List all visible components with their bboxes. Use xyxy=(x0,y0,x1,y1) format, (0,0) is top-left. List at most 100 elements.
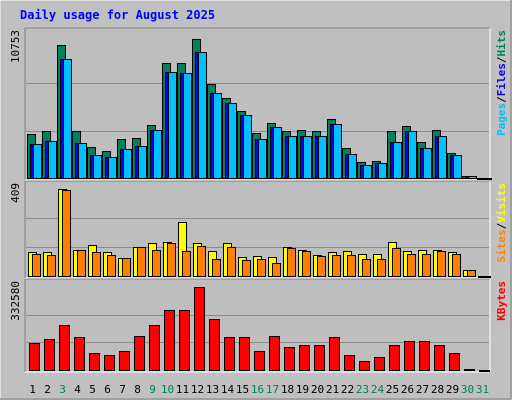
bar-kbytes-day-14 xyxy=(224,337,235,371)
panel-legend: Sites/Visits xyxy=(495,183,508,263)
bar-pages-day-11 xyxy=(183,73,192,179)
series-kbytes xyxy=(29,287,490,372)
bar-kbytes-day-10 xyxy=(164,310,175,371)
bar-pages-day-6 xyxy=(108,157,117,179)
x-tick-label: 1 xyxy=(29,383,36,396)
x-tick-label: 10 xyxy=(161,383,174,396)
bar-pages-day-24 xyxy=(378,163,387,179)
bar-pages-day-30 xyxy=(468,176,477,179)
x-tick-label: 25 xyxy=(386,383,399,396)
bar-kbytes-day-24 xyxy=(374,357,385,371)
legend-entry: Pages xyxy=(495,103,508,136)
x-tick-label: 14 xyxy=(221,383,235,396)
panel-kbytes: 332580 KBytes xyxy=(9,278,508,373)
bar-sites-day-25 xyxy=(392,248,401,277)
chart-title: Daily usage for August 2025 xyxy=(20,8,215,22)
bar-sites-day-20 xyxy=(317,256,326,277)
x-tick-label: 21 xyxy=(326,383,339,396)
series-pages xyxy=(33,52,492,180)
bar-pages-day-8 xyxy=(138,146,147,179)
bar-sites-day-29 xyxy=(452,254,461,277)
bar-sites-day-21 xyxy=(332,255,341,277)
x-tick-label: 18 xyxy=(281,383,294,396)
x-axis-labels: 1 2 3 4 5 6 7 8 9 10 11 12 13 14 15 16 17 18 19 20 21 22 23 24 2… xyxy=(29,383,489,396)
bar-sites-day-18 xyxy=(287,248,296,277)
bar-kbytes-day-22 xyxy=(344,355,355,371)
legend-separator: / xyxy=(495,222,508,229)
bar-pages-day-9 xyxy=(153,130,162,179)
bar-pages-day-16 xyxy=(258,139,267,179)
bar-kbytes-day-30 xyxy=(464,369,475,371)
bar-sites-day-5 xyxy=(92,252,101,277)
bar-kbytes-day-9 xyxy=(149,325,160,371)
bar-sites-day-23 xyxy=(362,259,371,277)
bar-pages-day-20 xyxy=(318,136,327,179)
bar-pages-day-31 xyxy=(483,178,492,180)
bar-sites-day-28 xyxy=(437,251,446,277)
bar-sites-day-24 xyxy=(377,259,386,277)
panel-max-label: 10753 xyxy=(9,30,22,63)
bar-kbytes-day-21 xyxy=(329,337,340,371)
bar-kbytes-day-16 xyxy=(254,351,265,371)
bar-pages-day-19 xyxy=(303,136,312,179)
x-tick-label: 4 xyxy=(74,383,81,396)
x-tick-label: 17 xyxy=(266,383,279,396)
series-sites xyxy=(32,190,491,278)
bar-pages-day-5 xyxy=(93,155,102,179)
bar-pages-day-17 xyxy=(273,127,282,179)
panel-legend: KBytes xyxy=(495,281,508,321)
bar-pages-day-21 xyxy=(333,124,342,179)
x-tick-label: 11 xyxy=(176,383,189,396)
bar-kbytes-day-13 xyxy=(209,319,220,371)
bar-pages-day-4 xyxy=(78,143,87,179)
bar-sites-day-12 xyxy=(197,246,206,277)
bar-sites-day-31 xyxy=(482,276,491,278)
x-tick-label: 28 xyxy=(431,383,444,396)
x-tick-label: 8 xyxy=(134,383,141,396)
x-tick-label: 27 xyxy=(416,383,429,396)
bar-pages-day-26 xyxy=(408,131,417,179)
legend-separator: / xyxy=(495,96,508,103)
x-tick-label: 5 xyxy=(89,383,96,396)
bar-sites-day-27 xyxy=(422,254,431,277)
x-tick-label: 12 xyxy=(191,383,204,396)
bar-kbytes-day-5 xyxy=(89,353,100,371)
x-tick-label: 9 xyxy=(149,383,156,396)
bar-sites-day-14 xyxy=(227,247,236,277)
bar-pages-day-12 xyxy=(198,52,207,179)
bar-pages-day-1 xyxy=(33,144,42,179)
bar-kbytes-day-12 xyxy=(194,287,205,371)
bar-kbytes-day-8 xyxy=(134,336,145,371)
bar-sites-day-26 xyxy=(407,254,416,277)
bar-pages-day-28 xyxy=(438,136,447,179)
bar-kbytes-day-31 xyxy=(479,370,490,372)
bar-kbytes-day-26 xyxy=(404,341,415,371)
legend-entry: Sites xyxy=(495,229,508,262)
bar-kbytes-day-11 xyxy=(179,310,190,371)
bar-kbytes-day-3 xyxy=(59,325,70,371)
bar-kbytes-day-18 xyxy=(284,347,295,371)
bar-kbytes-day-27 xyxy=(419,341,430,371)
bar-pages-day-2 xyxy=(48,141,57,179)
x-tick-label: 6 xyxy=(104,383,111,396)
panel-max-label: 409 xyxy=(9,183,22,203)
bar-kbytes-day-20 xyxy=(314,345,325,371)
bar-sites-day-9 xyxy=(152,250,161,277)
bar-kbytes-day-28 xyxy=(434,345,445,371)
bar-pages-day-18 xyxy=(288,136,297,179)
legend-separator: / xyxy=(495,56,508,63)
bar-kbytes-day-2 xyxy=(44,339,55,371)
bar-pages-day-3 xyxy=(63,59,72,179)
bar-kbytes-day-25 xyxy=(389,345,400,371)
bar-kbytes-day-6 xyxy=(104,355,115,371)
bar-sites-day-2 xyxy=(47,255,56,277)
bar-sites-day-16 xyxy=(257,259,266,277)
x-tick-label: 3 xyxy=(59,383,66,396)
bar-pages-day-29 xyxy=(453,155,462,179)
legend-entry: Hits xyxy=(495,30,508,57)
bar-sites-day-22 xyxy=(347,255,356,277)
x-tick-label: 7 xyxy=(119,383,126,396)
bar-pages-day-23 xyxy=(363,165,372,179)
